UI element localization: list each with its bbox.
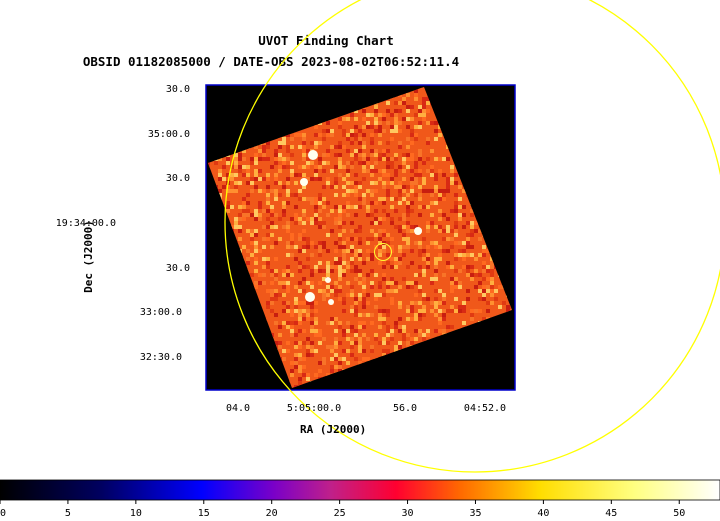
x-tick-label: 5:05:00.0	[286, 403, 342, 414]
colorbar-tick-label: 5	[64, 508, 71, 519]
y-tick-label: 19:34:00.0	[55, 218, 116, 229]
y-tick-label: 30.0	[165, 263, 190, 274]
plot-frame	[205, 84, 516, 391]
colorbar-tick-label: 40	[537, 508, 550, 519]
colorbar-tick-label: 35	[469, 508, 482, 519]
colorbar-tick-label: 45	[605, 508, 618, 519]
point-source	[305, 292, 315, 302]
y-tick-label: 30.0	[165, 84, 190, 95]
colorbar-tick-label: 25	[333, 508, 346, 519]
colorbar-ticks	[0, 500, 680, 504]
colorbar-tick-label: 50	[673, 508, 686, 519]
x-tick-label: 56.0	[392, 403, 418, 414]
y-tick-label: 33:00.0	[139, 307, 182, 318]
y-tick-label: 32:30.0	[139, 352, 182, 363]
chart-subtitle: OBSID 01182085000 / DATE-OBS 2023-08-02T…	[82, 54, 460, 69]
colorbar-tick-label: 30	[401, 508, 414, 519]
colorbar-tick-label: 10	[129, 508, 142, 519]
chart-title: UVOT Finding Chart	[258, 33, 394, 48]
point-source	[328, 299, 334, 305]
point-source	[414, 227, 422, 235]
field-of-view-circle	[224, 0, 720, 473]
x-axis-label: RA (J2000)	[300, 423, 367, 436]
y-axis-label: Dec (J2000)	[81, 220, 95, 293]
colorbar	[0, 479, 720, 501]
x-tick-label: 04:52.0	[463, 403, 507, 414]
y-tick-label: 30.0	[165, 173, 190, 184]
colorbar-tick-label: 15	[197, 508, 210, 519]
colorbar-tick-label: 20	[265, 508, 278, 519]
target-circle	[374, 243, 392, 261]
x-tick-label: 04.0	[225, 403, 251, 414]
y-tick-label: 35:00.0	[147, 129, 190, 140]
colorbar-tick-label: 0	[0, 508, 7, 519]
point-source	[325, 277, 331, 283]
point-source	[308, 150, 318, 160]
point-source	[300, 178, 308, 186]
